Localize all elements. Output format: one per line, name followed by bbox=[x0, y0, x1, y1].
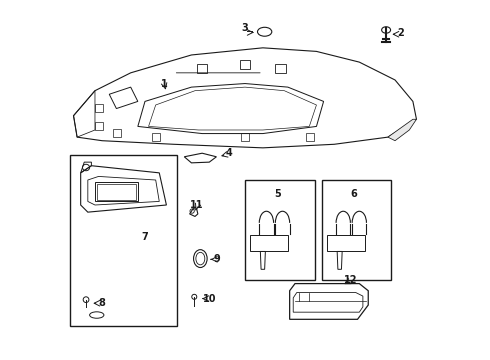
Text: 10: 10 bbox=[202, 294, 216, 303]
Bar bbox=[322, 180, 392, 280]
Text: 9: 9 bbox=[213, 254, 220, 264]
Bar bbox=[97, 184, 136, 200]
Text: 7: 7 bbox=[142, 232, 148, 242]
Bar bbox=[306, 133, 314, 141]
Text: 4: 4 bbox=[225, 148, 232, 158]
Bar bbox=[95, 122, 103, 130]
Bar bbox=[250, 235, 288, 251]
Text: 8: 8 bbox=[98, 297, 105, 307]
Polygon shape bbox=[388, 119, 416, 141]
Text: 5: 5 bbox=[274, 189, 280, 199]
Bar bbox=[275, 64, 286, 73]
Bar bbox=[113, 129, 121, 137]
Bar bbox=[152, 133, 160, 141]
Bar bbox=[197, 64, 207, 73]
Text: 3: 3 bbox=[242, 23, 248, 33]
Bar bbox=[327, 235, 365, 251]
Text: 1: 1 bbox=[161, 78, 168, 89]
Bar bbox=[95, 182, 138, 202]
Text: 2: 2 bbox=[397, 28, 404, 38]
Bar bbox=[245, 180, 315, 280]
Bar bbox=[242, 133, 249, 141]
Bar bbox=[95, 104, 103, 112]
Text: 12: 12 bbox=[343, 275, 357, 285]
Bar bbox=[70, 155, 177, 327]
Text: 11: 11 bbox=[190, 200, 203, 210]
Bar bbox=[240, 60, 250, 69]
Text: 6: 6 bbox=[350, 189, 357, 199]
